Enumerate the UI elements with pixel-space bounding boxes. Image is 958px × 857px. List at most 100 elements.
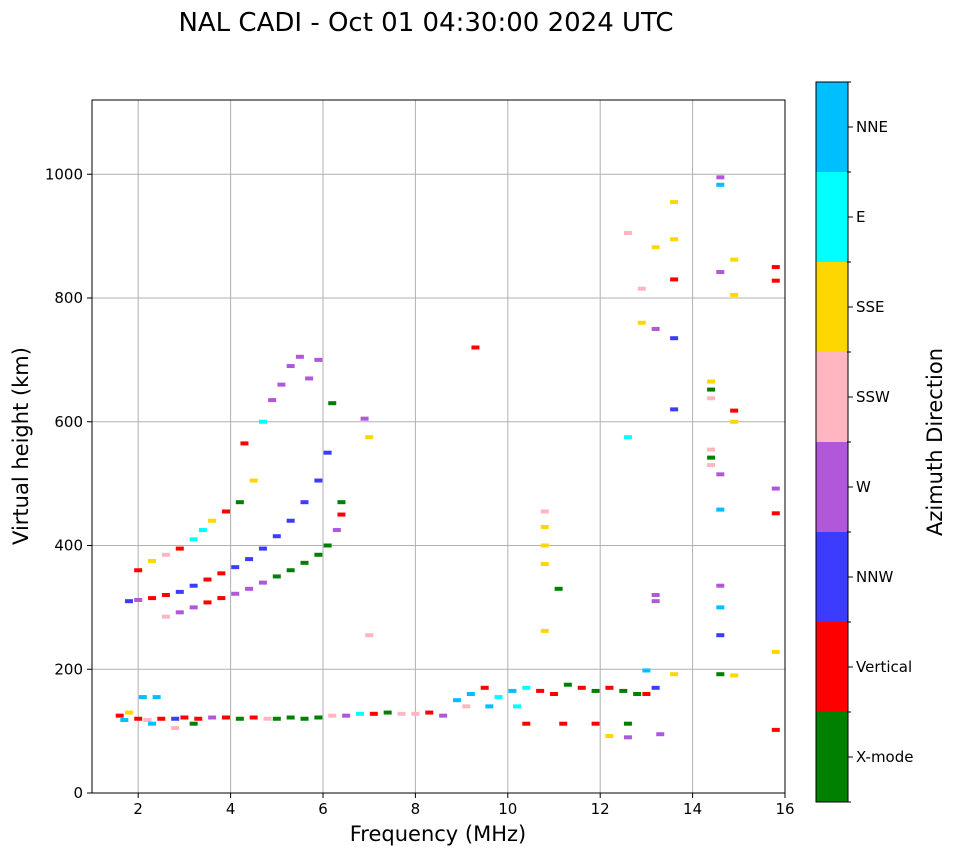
echo-mark-e-layer (591, 688, 600, 693)
echo-mark-e-layer (134, 716, 143, 721)
echo-mark-f-o (231, 565, 240, 570)
chart-title: NAL CADI - Oct 01 04:30:00 2024 UTC (178, 8, 673, 38)
echo-mark-scattered (540, 628, 549, 633)
echo-mark-f-o (323, 450, 332, 455)
echo-mark-f-x (189, 605, 198, 610)
colorbar-segment-nnw (816, 532, 848, 622)
colorbar-segment-w (816, 442, 848, 532)
y-tick-label: 400 (54, 537, 83, 555)
echo-mark-scattered (716, 472, 725, 477)
echo-mark-e-layer (466, 692, 475, 696)
echo-mark-f-x (323, 543, 332, 548)
echo-mark-scattered (707, 387, 716, 392)
echo-mark-multi-hop (258, 419, 267, 424)
echo-mark-multi-hop (208, 518, 217, 523)
colorbar-frame (815, 81, 849, 803)
echo-mark-multi-hop (134, 568, 143, 573)
echo-mark-scattered (707, 463, 716, 468)
x-tick-label: 4 (226, 800, 236, 818)
echo-mark-scattered (716, 507, 725, 512)
echo-mark-scattered (623, 231, 632, 236)
echo-mark-e-layer (462, 704, 471, 709)
x-tick-label: 2 (133, 800, 143, 818)
echo-mark-f-x (337, 500, 346, 505)
echo-mark-scattered (540, 509, 549, 514)
echo-mark-f-o (245, 557, 254, 562)
colorbar-tick-label: SSW (856, 388, 890, 406)
echo-mark-f-o (314, 478, 323, 483)
echo-mark-scattered (554, 586, 563, 591)
echo-mark-scattered (651, 245, 660, 250)
echo-mark-scattered (651, 685, 660, 690)
colorbar-tick-label: NNW (856, 568, 893, 586)
echo-mark-scattered (730, 673, 739, 678)
echo-mark-multi-hop (305, 376, 314, 381)
echo-mark-scattered (771, 727, 780, 732)
echo-mark-e-layer (485, 704, 494, 709)
echo-mark-e-layer (115, 713, 124, 718)
echo-mark-e-layer (411, 711, 420, 716)
echo-mark-scattered (642, 668, 651, 673)
colorbar-tick-label: E (856, 208, 865, 226)
echo-mark-scattered (670, 407, 679, 412)
echo-mark-e-layer (342, 713, 351, 718)
echo-mark-e-layer (138, 695, 147, 700)
echo-mark-e-layer (656, 732, 665, 737)
echo-mark-e-layer (559, 721, 568, 726)
echo-mark-f-x (272, 574, 281, 579)
echo-mark-f-x (314, 552, 323, 557)
colorbar-segment-nne (816, 82, 848, 172)
echo-mark-scattered (771, 649, 780, 654)
echo-mark-scattered (771, 265, 780, 270)
echo-mark-scattered (623, 435, 632, 440)
echo-mark-multi-hop (328, 401, 337, 406)
y-tick-label: 0 (73, 784, 83, 802)
echo-mark-e-layer (439, 713, 448, 718)
x-tick-label: 14 (683, 800, 702, 818)
y-tick-label: 200 (54, 660, 83, 678)
echo-mark-multi-hop (148, 558, 157, 563)
echo-mark-e-layer (314, 715, 323, 720)
echo-mark-e-layer (120, 717, 129, 722)
echo-mark-e-layer (536, 688, 545, 693)
echo-mark-e-layer (550, 692, 558, 696)
data-marks (115, 175, 780, 740)
echo-mark-e-layer (522, 685, 531, 690)
echo-mark-multi-hop (314, 357, 323, 362)
echo-mark-f-o (217, 571, 226, 576)
echo-mark-multi-hop (286, 364, 295, 369)
echo-mark-multi-hop (221, 509, 230, 514)
echo-mark-e-layer (425, 710, 434, 715)
echo-mark-multi-hop (161, 552, 170, 557)
colorbar-tick-label: SSE (856, 298, 885, 316)
echo-mark-e-layer (143, 717, 152, 722)
echo-mark-f-x (231, 591, 240, 596)
echo-mark-scattered (670, 200, 679, 205)
echo-mark-e-layer (591, 721, 600, 726)
colorbar: X-mode Vertical NNW W SSW SSE E NNE (815, 81, 913, 803)
echo-mark-f-o (161, 593, 170, 597)
echo-mark-multi-hop (175, 546, 184, 551)
x-axis-label: Frequency (MHz) (350, 822, 526, 846)
echo-mark-scattered (637, 286, 646, 291)
colorbar-segment-sse (816, 262, 848, 352)
echo-mark-scattered (716, 270, 725, 275)
x-tick-label: 16 (775, 800, 794, 818)
echo-mark-scattered (651, 599, 660, 604)
y-tick-label: 600 (54, 413, 83, 431)
echo-mark-scattered (670, 336, 679, 341)
y-tick-label: 1000 (45, 165, 83, 183)
echo-mark-multi-hop (198, 528, 207, 533)
echo-mark-multi-hop (240, 441, 249, 446)
echo-mark-e-layer (152, 695, 161, 700)
colorbar-tick-label: NNE (856, 118, 888, 136)
echo-mark-e-layer (577, 685, 586, 690)
echo-mark-e-layer (623, 735, 632, 740)
echo-mark-e-layer (171, 716, 180, 721)
echo-mark-e-layer (508, 688, 517, 693)
echo-mark-e-layer (300, 716, 309, 721)
echo-mark-f-x (245, 586, 254, 591)
echo-mark-f-x (175, 610, 184, 615)
echo-mark-scattered (716, 633, 725, 638)
